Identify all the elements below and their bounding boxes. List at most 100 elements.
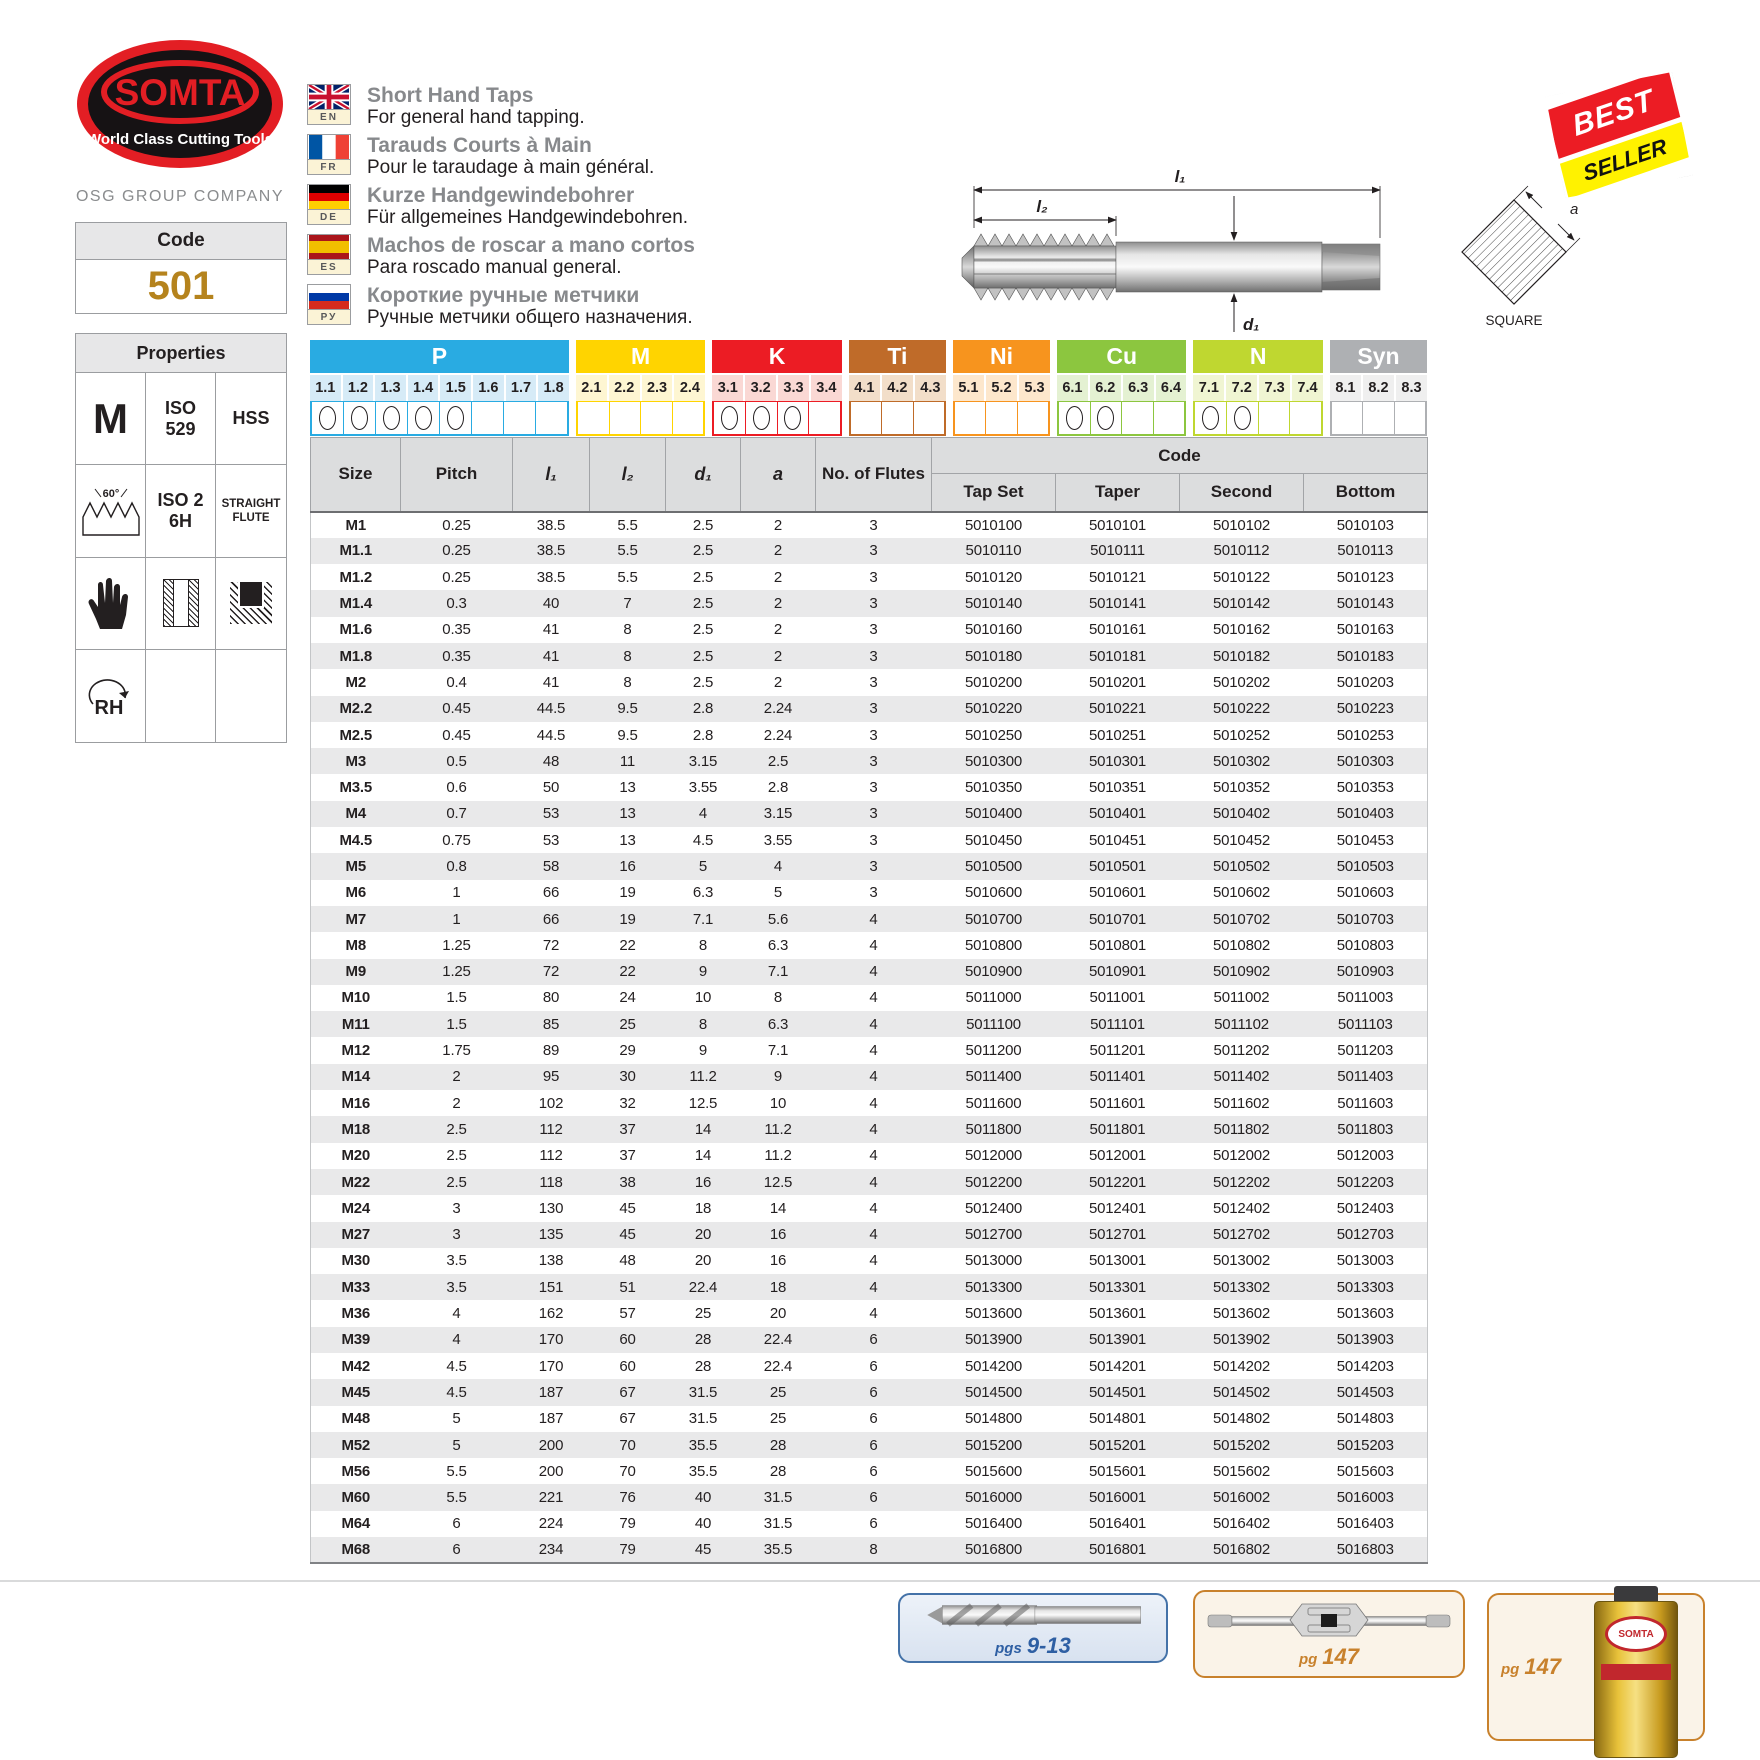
- material-mark-cell: [714, 402, 745, 434]
- table-cell: 5011000: [965, 989, 1022, 1007]
- table-cell: 5012000: [965, 1147, 1022, 1165]
- table-cell: 6: [869, 1462, 878, 1480]
- table-cell: 44.5: [536, 726, 566, 744]
- table-cell: 5010161: [1089, 621, 1146, 639]
- table-cell: 79: [619, 1515, 636, 1533]
- table-cell: 5010503: [1336, 858, 1394, 875]
- size-cell: M4.5: [339, 831, 373, 849]
- table-cell: 79: [619, 1541, 636, 1559]
- table-row: M1 0.25 38.5 5.5 2.5 2 3 5010100 5010101 5010102 5…: [311, 512, 1428, 538]
- table-cell: 1.5: [446, 989, 467, 1007]
- size-cell: M10: [341, 989, 371, 1007]
- code-value: 501: [147, 263, 215, 308]
- material-cell-number: 3.2: [745, 375, 777, 401]
- table-cell: 3: [869, 884, 878, 902]
- table-cell: 32: [619, 1094, 636, 1112]
- table-cell: 67: [619, 1410, 636, 1428]
- material-mark-cell: [578, 402, 609, 434]
- table-cell: 5010163: [1336, 621, 1394, 639]
- table-cell: 3.55: [763, 831, 793, 849]
- table-cell: 5012002: [1213, 1147, 1270, 1165]
- table-cell: 5010501: [1089, 858, 1146, 875]
- table-cell: 5012003: [1336, 1147, 1394, 1165]
- table-cell: 19: [619, 884, 636, 902]
- material-group-n: N 7.1 7.2 7.3 7.4: [1193, 340, 1323, 436]
- material-group-label: K: [712, 340, 842, 373]
- table-row: M27 3 135 45 20 16 4 5012700 5012701 5012702 50127…: [310, 1221, 1428, 1248]
- material-cell-number: 1.3: [375, 375, 406, 401]
- size-cell: M7: [345, 910, 367, 928]
- table-cell: 138: [538, 1252, 564, 1270]
- dim-a-label: a: [1570, 201, 1578, 218]
- table-cell: 0.5: [446, 752, 467, 770]
- table-row: M2.2 0.45 44.5 9.5 2.8 2.24 3 5010220 5010221 501…: [310, 695, 1428, 722]
- table-cell: 5010301: [1089, 752, 1146, 770]
- size-cell: M27: [341, 1226, 371, 1244]
- table-cell: 5010601: [1089, 884, 1146, 902]
- through-hole-icon: [146, 557, 216, 650]
- table-cell: 2.8: [692, 700, 714, 718]
- table-cell: 4: [452, 1305, 461, 1323]
- table-cell: 5011002: [1213, 989, 1270, 1007]
- table-row: M16 2 102 32 12.5 10 4 5011600 5011601 5011602 501…: [311, 1090, 1428, 1116]
- table-cell: 5013603: [1336, 1305, 1394, 1323]
- table-cell: 3.5: [446, 1252, 467, 1270]
- table-cell: 6: [452, 1541, 461, 1559]
- table-cell: 4: [869, 1094, 878, 1112]
- table-cell: 200: [538, 1462, 564, 1480]
- table-row: M36 4 162 57 25 20 4 5013600 5013601 5013602 50136…: [311, 1300, 1428, 1326]
- size-cell: M2: [345, 673, 367, 691]
- table-cell: 5.5: [617, 516, 638, 534]
- dim-l2-label: l₂: [1036, 197, 1048, 216]
- table-cell: 5014501: [1089, 1383, 1146, 1401]
- table-cell: 5016803: [1336, 1541, 1394, 1559]
- table-cell: 12.5: [688, 1094, 718, 1112]
- product-subtitle-de: Für allgemeines Handgewindebohren.: [367, 207, 689, 228]
- table-cell: 5016402: [1213, 1515, 1270, 1533]
- suitability-mark-icon: [752, 406, 770, 430]
- material-mark-cell: [1289, 402, 1321, 434]
- drills-page-ref: pgs 9-13: [995, 1633, 1071, 1659]
- table-cell: 5010120: [965, 568, 1022, 586]
- wrench-page-ref: pg 147: [1299, 1644, 1359, 1670]
- table-cell: 5012201: [1089, 1173, 1146, 1191]
- table-cell: 4: [698, 805, 708, 823]
- table-cell: 3: [869, 542, 878, 560]
- table-cell: 8: [623, 621, 632, 639]
- material-cell-number: 1.1: [310, 375, 341, 401]
- table-cell: 234: [538, 1541, 564, 1559]
- table-cell: 7.1: [767, 963, 789, 981]
- product-title-fr: Tarauds Courts à Main: [367, 134, 592, 157]
- col-header-size: Size: [310, 437, 401, 512]
- tap-table-body: M1 0.25 38.5 5.5 2.5 2 3 5010100 5010101 5010102 5…: [310, 512, 1428, 1564]
- table-cell: 8: [698, 936, 708, 954]
- size-cell: M12: [341, 1042, 371, 1060]
- table-cell: 5012403: [1336, 1199, 1394, 1217]
- table-cell: 5011401: [1089, 1068, 1146, 1086]
- size-cell: M16: [341, 1094, 371, 1112]
- table-cell: 48: [619, 1252, 636, 1270]
- table-cell: 5011802: [1213, 1120, 1270, 1138]
- table-cell: 5010602: [1213, 884, 1270, 902]
- product-title-ru: Короткие ручные метчики: [367, 284, 640, 307]
- brand-tagline: World Class Cutting Tools: [87, 131, 273, 148]
- table-row: M30 3.5 138 48 20 16 4 5013000 5013001 5013002 501…: [311, 1248, 1428, 1274]
- table-cell: 2.5: [692, 595, 714, 613]
- table-cell: 5010900: [965, 963, 1022, 981]
- lang-entry-ru: РУ Короткие ручные метчики Ручные метчик…: [307, 284, 867, 328]
- table-cell: 5010701: [1089, 910, 1146, 928]
- table-cell: 16: [769, 1252, 787, 1270]
- table-cell: 3: [869, 858, 878, 875]
- table-cell: 0.75: [442, 831, 471, 849]
- material-mark-row: [712, 401, 842, 436]
- table-cell: 2: [773, 647, 783, 665]
- table-cell: 5010101: [1089, 516, 1146, 534]
- table-cell: 4: [869, 1015, 878, 1033]
- table-cell: 95: [542, 1068, 560, 1086]
- col-header-a: a: [740, 437, 816, 512]
- table-cell: 5016400: [965, 1515, 1022, 1533]
- size-cell: M36: [341, 1305, 371, 1323]
- material-cell-number: 1.8: [538, 375, 569, 401]
- table-cell: 18: [694, 1199, 712, 1217]
- suitability-mark-icon: [1202, 406, 1220, 430]
